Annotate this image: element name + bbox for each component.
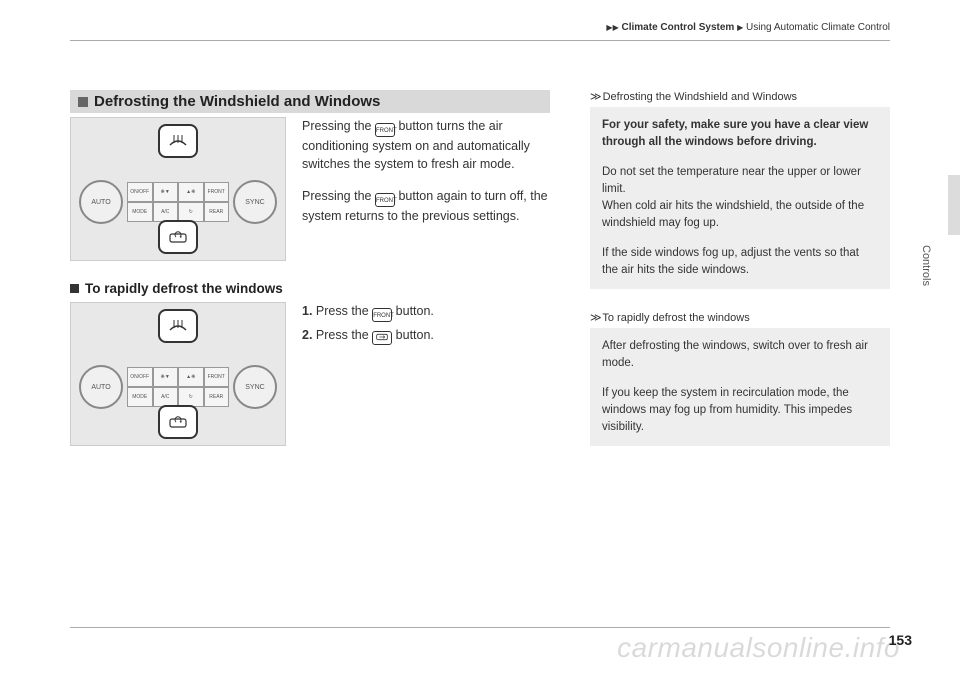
auto-knob-2: AUTO — [79, 365, 123, 409]
fan-down-button-2: ❋▼ — [153, 367, 179, 387]
rear-defrost-button-2: REAR — [204, 387, 230, 407]
aside-heading-1: ≫ Defrosting the Windshield and Windows — [590, 90, 890, 103]
aside-content: ≫ Defrosting the Windshield and Windows … — [590, 90, 890, 468]
front-defrost-inline-icon: FRONT — [375, 123, 395, 137]
onoff-button: ON/OFF — [127, 182, 153, 202]
aside2-p1: After defrosting the windows, switch ove… — [602, 338, 878, 373]
aside1-p1: For your safety, make sure you have a cl… — [602, 117, 878, 152]
divider-bottom — [70, 627, 890, 628]
step-2: 2. Press the button. — [302, 326, 434, 345]
breadcrumb: ▶▶ Climate Control System ▶ Using Automa… — [606, 22, 890, 33]
ac-button: A/C — [153, 202, 179, 222]
side-tab — [948, 175, 960, 235]
step-1: 1. Press the FRONT button. — [302, 302, 434, 322]
auto-knob: AUTO — [79, 180, 123, 224]
breadcrumb-section: Using Automatic Climate Control — [746, 22, 890, 33]
square-bullet-icon-2 — [70, 284, 79, 293]
front-defrost-button: FRONT — [204, 182, 230, 202]
recirc-button-2: ↻ — [178, 387, 204, 407]
divider-top — [70, 40, 890, 41]
aside2-p2: If you keep the system in recirculation … — [602, 385, 878, 437]
callout-front-defrost-icon-2 — [158, 309, 198, 343]
mode-button-2: MODE — [127, 387, 153, 407]
front-defrost-button-2: FRONT — [204, 367, 230, 387]
section1-para1: Pressing the FRONT button turns the air … — [302, 117, 550, 173]
breadcrumb-arrow: ▶▶ — [606, 23, 618, 32]
onoff-button-2: ON/OFF — [127, 367, 153, 387]
front-defrost-inline-icon-2: FRONT — [375, 193, 395, 207]
button-row-bottom: MODE A/C ↻ REAR — [127, 202, 229, 222]
climate-panel-illustration-2: AUTO SYNC ON/OFF ❋▼ ▲❋ FRONT MODE A/C ↻ … — [70, 302, 286, 446]
ac-button-2: A/C — [153, 387, 179, 407]
callout-recirc-icon-2 — [158, 405, 198, 439]
recirc-inline-icon — [372, 331, 392, 345]
mode-button: MODE — [127, 202, 153, 222]
chevron-icon: ≫ — [590, 91, 600, 103]
aside1-p4: If the side windows fog up, adjust the v… — [602, 245, 878, 280]
sync-knob: SYNC — [233, 180, 277, 224]
section1-para2: Pressing the FRONT button again to turn … — [302, 187, 550, 225]
breadcrumb-chapter: Climate Control System — [622, 22, 735, 33]
aside1-p2: Do not set the temperature near the uppe… — [602, 164, 878, 233]
button-row-top-2: ON/OFF ❋▼ ▲❋ FRONT — [127, 367, 229, 387]
button-row-bottom-2: MODE A/C ↻ REAR — [127, 387, 229, 407]
aside-box-2: After defrosting the windows, switch ove… — [590, 328, 890, 446]
rear-defrost-button: REAR — [204, 202, 230, 222]
watermark: carmanualsonline.info — [617, 632, 900, 664]
section-title-text: Defrosting the Windshield and Windows — [94, 93, 380, 110]
button-row-top: ON/OFF ❋▼ ▲❋ FRONT — [127, 182, 229, 202]
section1-body: Pressing the FRONT button turns the air … — [302, 117, 550, 239]
aside-box-1: For your safety, make sure you have a cl… — [590, 107, 890, 289]
callout-recirc-icon — [158, 220, 198, 254]
subsection-title-text: To rapidly defrost the windows — [85, 281, 283, 296]
fan-up-button-2: ▲❋ — [178, 367, 204, 387]
fan-down-button: ❋▼ — [153, 182, 179, 202]
breadcrumb-arrow-2: ▶ — [737, 23, 743, 32]
section2-body: 1. Press the FRONT button. 2. Press the … — [302, 302, 434, 359]
content-row-2: AUTO SYNC ON/OFF ❋▼ ▲❋ FRONT MODE A/C ↻ … — [70, 302, 550, 446]
main-content: Defrosting the Windshield and Windows AU… — [70, 90, 550, 446]
square-bullet-icon — [78, 97, 88, 107]
content-row-1: AUTO SYNC ON/OFF ❋▼ ▲❋ FRONT MODE A/C ↻ … — [70, 117, 550, 261]
callout-front-defrost-icon — [158, 124, 198, 158]
recirc-button: ↻ — [178, 202, 204, 222]
fan-up-button: ▲❋ — [178, 182, 204, 202]
side-section-label: Controls — [920, 245, 932, 286]
aside-heading-2: ≫ To rapidly defrost the windows — [590, 311, 890, 324]
climate-panel-illustration-1: AUTO SYNC ON/OFF ❋▼ ▲❋ FRONT MODE A/C ↻ … — [70, 117, 286, 261]
front-defrost-inline-icon-3: FRONT — [372, 308, 392, 322]
section-title-defrost: Defrosting the Windshield and Windows — [70, 90, 550, 113]
chevron-icon-2: ≫ — [590, 312, 600, 324]
sync-knob-2: SYNC — [233, 365, 277, 409]
subsection-rapid: To rapidly defrost the windows — [70, 281, 550, 296]
